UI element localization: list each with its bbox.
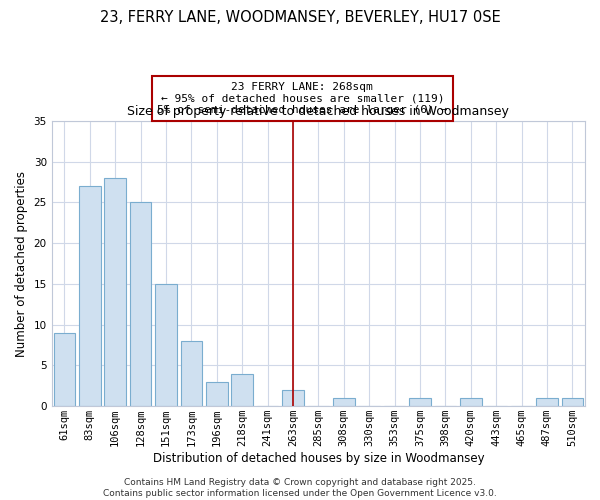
Bar [282,390,304,406]
Bar [53,333,75,406]
Text: 23 FERRY LANE: 268sqm
← 95% of detached houses are smaller (119)
5% of semi-deta: 23 FERRY LANE: 268sqm ← 95% of detached … [157,82,448,115]
Bar [562,398,583,406]
Bar [409,398,431,406]
Bar [104,178,126,406]
Title: Size of property relative to detached houses in Woodmansey: Size of property relative to detached ho… [127,106,509,118]
Text: 23, FERRY LANE, WOODMANSEY, BEVERLEY, HU17 0SE: 23, FERRY LANE, WOODMANSEY, BEVERLEY, HU… [100,10,500,25]
Text: Contains HM Land Registry data © Crown copyright and database right 2025.
Contai: Contains HM Land Registry data © Crown c… [103,478,497,498]
Bar [232,374,253,406]
Bar [130,202,151,406]
Y-axis label: Number of detached properties: Number of detached properties [15,170,28,356]
X-axis label: Distribution of detached houses by size in Woodmansey: Distribution of detached houses by size … [152,452,484,465]
Bar [79,186,101,406]
Bar [460,398,482,406]
Bar [333,398,355,406]
Bar [536,398,557,406]
Bar [206,382,227,406]
Bar [155,284,177,406]
Bar [181,341,202,406]
